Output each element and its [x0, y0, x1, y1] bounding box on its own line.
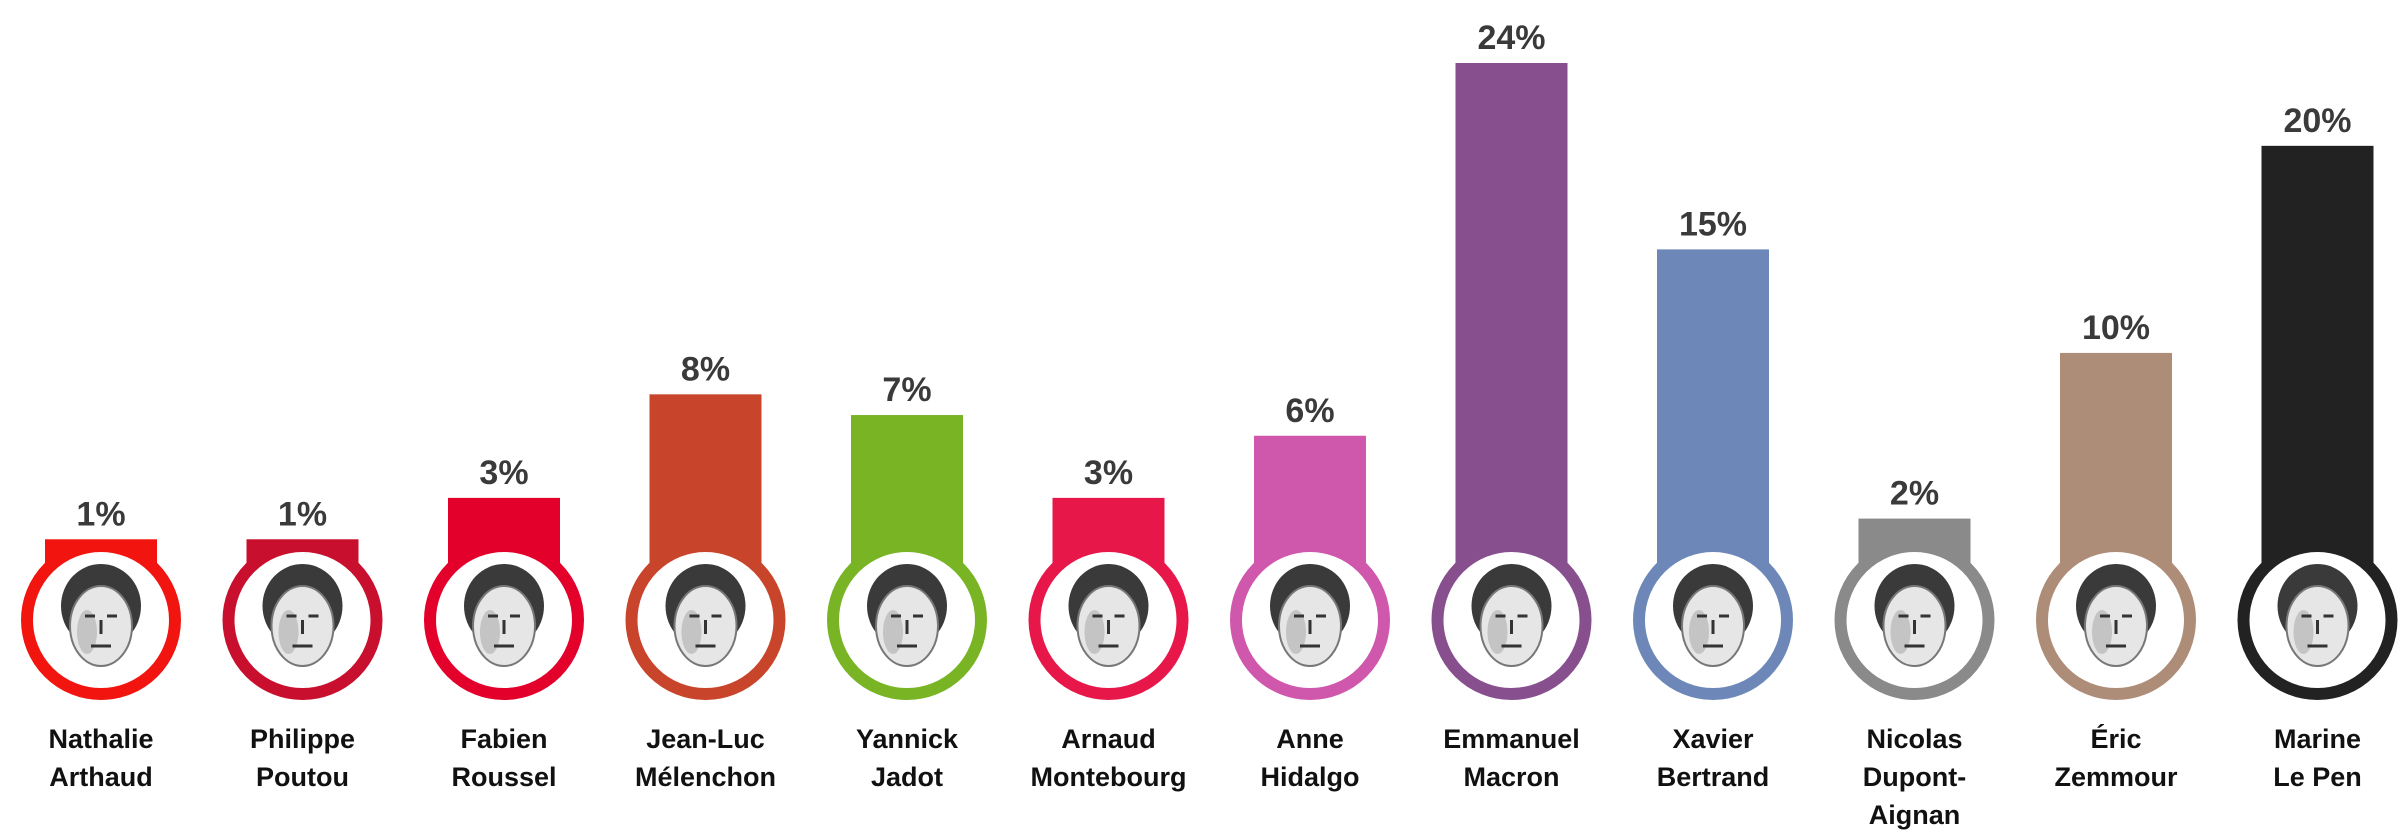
category-label: Macron — [1463, 762, 1559, 792]
value-label: 6% — [1285, 392, 1334, 430]
portrait — [1639, 546, 1787, 694]
category-label: Aignan — [1869, 800, 1961, 830]
category-label: Jadot — [871, 762, 943, 792]
portrait — [2042, 546, 2190, 694]
value-label: 1% — [278, 495, 327, 533]
category-label: Arthaud — [49, 762, 153, 792]
category-label: Roussel — [451, 762, 556, 792]
category-label: Le Pen — [2273, 762, 2362, 792]
value-label: 20% — [2283, 102, 2351, 140]
category-label: Emmanuel — [1443, 724, 1580, 754]
category-label: Nathalie — [48, 724, 153, 754]
category-label: Éric — [2090, 723, 2141, 754]
portrait — [2244, 546, 2392, 694]
portrait — [1841, 546, 1989, 694]
category-label: Hidalgo — [1261, 762, 1360, 792]
category-label: Marine — [2274, 724, 2361, 754]
category-label: Jean-Luc — [646, 724, 765, 754]
value-label: 2% — [1890, 475, 1939, 513]
category-label: Philippe — [250, 724, 355, 754]
category-label: Yannick — [856, 724, 959, 754]
value-label: 1% — [76, 495, 125, 533]
category-label: Poutou — [256, 762, 349, 792]
category-label: Arnaud — [1061, 724, 1156, 754]
value-label: 10% — [2082, 309, 2150, 347]
chart: 1% Nathalie Arthaud 1% Philippe Poutou 3% Fabie… — [0, 0, 2399, 831]
category-label: Bertrand — [1657, 762, 1770, 792]
portrait — [1035, 546, 1183, 694]
category-label: Mélenchon — [635, 762, 776, 792]
category-label: Anne — [1276, 724, 1344, 754]
value-label: 3% — [479, 454, 528, 492]
value-label: 24% — [1477, 19, 1545, 57]
portrait — [430, 546, 578, 694]
value-label: 15% — [1679, 205, 1747, 243]
bar — [1456, 63, 1568, 620]
category-label: Fabien — [460, 724, 547, 754]
portrait — [833, 546, 981, 694]
value-label: 8% — [681, 350, 730, 388]
category-label: Dupont- — [1863, 762, 1966, 792]
category-label: Xavier — [1672, 724, 1754, 754]
value-label: 7% — [882, 371, 931, 409]
portrait — [1438, 546, 1586, 694]
portrait — [1236, 546, 1384, 694]
category-label: Montebourg — [1031, 762, 1187, 792]
category-label: Zemmour — [2054, 762, 2178, 792]
portrait — [632, 546, 780, 694]
category-label: Nicolas — [1866, 724, 1962, 754]
portrait — [229, 546, 377, 694]
value-label: 3% — [1084, 454, 1133, 492]
portrait — [27, 546, 175, 694]
